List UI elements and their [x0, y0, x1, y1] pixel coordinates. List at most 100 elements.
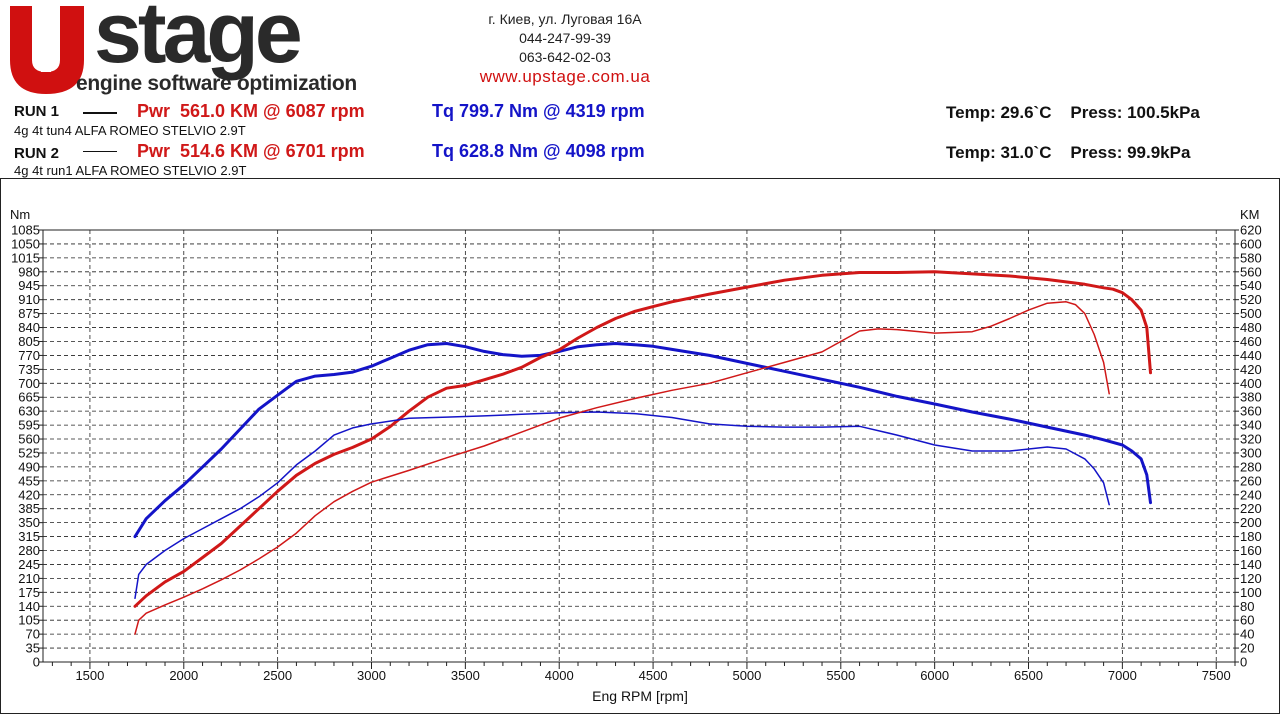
x-axis-label: Eng RPM [rpm]: [592, 688, 688, 704]
y-left-tick-label: 910: [18, 292, 40, 307]
y-right-tick-label: 260: [1240, 473, 1262, 488]
run-2-torque-summary: Tq 628.8 Nm @ 4098 rpm: [432, 141, 645, 161]
y-right-tick-label: 560: [1240, 264, 1262, 279]
contact-block: г. Киев, ул. Луговая 16А 044-247-99-39 0…: [440, 10, 690, 86]
x-tick-label: 1500: [75, 668, 104, 683]
y-right-tick-label: 140: [1240, 557, 1262, 572]
y-left-tick-label: 315: [18, 529, 40, 544]
website-link[interactable]: www.upstage.com.ua: [479, 67, 651, 86]
y-left-tick-label: 630: [18, 404, 40, 419]
run-1-label: RUN 1: [14, 103, 60, 120]
y-left-tick-label: 385: [18, 501, 40, 516]
run-2-description: 4g 4t run1 ALFA ROMEO STELVIO 2.9T: [14, 163, 247, 178]
y-right-axis-label: KM: [1240, 207, 1260, 222]
dyno-chart: 1500 2000 2500 3000 3500 4000 4500 5000 5500 6000…: [0, 178, 1280, 714]
y-left-tick-label: 245: [18, 557, 40, 572]
y-left-tick-label: 770: [18, 348, 40, 363]
y-left-tick-label: 1015: [11, 250, 40, 265]
run-2-conditions: Temp: 31.0`C Press: 99.9kPa: [946, 143, 1191, 162]
y-right-tick-label: 400: [1240, 376, 1262, 391]
y-left-tick-label: 875: [18, 306, 40, 321]
run-1-line-key: [83, 112, 117, 114]
run-2-power-summary: Pwr 514.6 KM @ 6701 rpm: [137, 141, 365, 161]
x-tick-label: 4500: [639, 668, 668, 683]
logo-tagline: engine software optimization: [76, 72, 357, 95]
y-right-tick-label: 440: [1240, 348, 1262, 363]
y-left-tick-label: 280: [18, 543, 40, 558]
y-right-tick-label: 600: [1240, 236, 1262, 251]
plot-area: [42, 229, 1236, 663]
y-right-tick-label: 40: [1240, 627, 1254, 642]
chart-grid: [43, 230, 1235, 662]
x-tick-label: 6000: [920, 668, 949, 683]
report-header: stage engine software optimization г. Ки…: [0, 0, 1280, 178]
upstage-logo: stage engine software optimization: [6, 0, 406, 98]
y-right-tick-label: 20: [1240, 641, 1254, 656]
axis-ticks: 1500 2000 2500 3000 3500 4000 4500 5000 5500 6000…: [11, 223, 1262, 684]
y-right-tick-label: 340: [1240, 418, 1262, 433]
y-left-tick-label: 140: [18, 599, 40, 614]
y-right-tick-label: 60: [1240, 613, 1254, 628]
run-1-conditions: Temp: 29.6`C Press: 100.5kPa: [946, 103, 1200, 122]
y-left-tick-label: 1085: [11, 223, 40, 238]
y-right-tick-label: 380: [1240, 390, 1262, 405]
run-1-torque-summary: Tq 799.7 Nm @ 4319 rpm: [432, 101, 645, 121]
y-left-tick-label: 175: [18, 585, 40, 600]
y-right-tick-label: 160: [1240, 543, 1262, 558]
y-right-tick-label: 300: [1240, 445, 1262, 460]
y-left-tick-label: 945: [18, 278, 40, 293]
y-right-tick-label: 120: [1240, 571, 1262, 586]
y-left-tick-label: 700: [18, 376, 40, 391]
chart-series: [133, 270, 1152, 635]
run-2-torque-line: [134, 411, 1110, 600]
y-right-tick-label: 320: [1240, 432, 1262, 447]
y-left-tick-label: 735: [18, 362, 40, 377]
y-left-tick-label: 1050: [11, 236, 40, 251]
x-tick-label: 7500: [1202, 668, 1231, 683]
y-left-tick-label: 665: [18, 390, 40, 405]
y-left-tick-label: 70: [26, 627, 40, 642]
y-left-tick-label: 105: [18, 613, 40, 628]
y-right-tick-label: 620: [1240, 223, 1262, 238]
run-2-power-line: [134, 301, 1110, 635]
y-right-tick-label: 360: [1240, 404, 1262, 419]
y-left-tick-label: 35: [26, 641, 40, 656]
y-left-tick-label: 595: [18, 418, 40, 433]
run-1-power-line: [133, 270, 1152, 608]
logo-u-arrow-icon: [10, 6, 84, 94]
y-right-tick-label: 200: [1240, 515, 1262, 530]
x-tick-label: 5000: [732, 668, 761, 683]
x-tick-label: 6500: [1014, 668, 1043, 683]
x-tick-label: 3500: [451, 668, 480, 683]
y-left-tick-label: 490: [18, 459, 40, 474]
y-left-tick-label: 455: [18, 473, 40, 488]
run-2-label: RUN 2: [14, 145, 60, 162]
run-2-line-key: [83, 151, 117, 152]
y-right-tick-label: 420: [1240, 362, 1262, 377]
y-right-tick-label: 540: [1240, 278, 1262, 293]
y-left-tick-label: 560: [18, 432, 40, 447]
x-tick-label: 5500: [826, 668, 855, 683]
y-right-tick-label: 220: [1240, 501, 1262, 516]
y-left-tick-label: 210: [18, 571, 40, 586]
address: г. Киев, ул. Луговая 16А: [488, 11, 642, 27]
x-tick-label: 2500: [263, 668, 292, 683]
y-right-tick-label: 100: [1240, 585, 1262, 600]
y-right-tick-label: 520: [1240, 292, 1262, 307]
phone-1: 044-247-99-39: [519, 30, 611, 46]
y-right-tick-label: 80: [1240, 599, 1254, 614]
y-left-axis-label: Nm: [10, 207, 30, 222]
run-1-power-summary: Pwr 561.0 KM @ 6087 rpm: [137, 101, 365, 121]
y-right-tick-label: 580: [1240, 250, 1262, 265]
logo-wordmark: stage: [94, 0, 303, 81]
x-tick-label: 3000: [357, 668, 386, 683]
y-left-tick-label: 350: [18, 515, 40, 530]
y-left-tick-label: 525: [18, 445, 40, 460]
y-left-tick-label: 805: [18, 334, 40, 349]
y-right-tick-label: 180: [1240, 529, 1262, 544]
y-right-tick-label: 500: [1240, 306, 1262, 321]
chart-frame: [0, 178, 1280, 714]
y-right-tick-label: 240: [1240, 487, 1262, 502]
x-tick-label: 4000: [545, 668, 574, 683]
y-right-tick-label: 460: [1240, 334, 1262, 349]
